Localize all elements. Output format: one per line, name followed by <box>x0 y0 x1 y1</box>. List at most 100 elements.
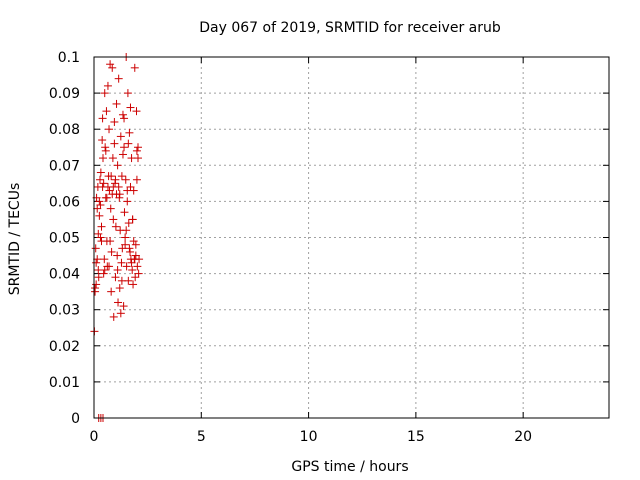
data-point <box>95 197 104 206</box>
y-tick-label: 0.09 <box>49 86 80 102</box>
data-point <box>98 114 107 123</box>
data-point <box>123 186 132 195</box>
data-point <box>96 201 105 210</box>
data-point <box>122 226 131 235</box>
data-point <box>98 136 107 145</box>
data-point <box>113 161 122 170</box>
data-point <box>123 197 132 206</box>
data-point <box>94 229 103 238</box>
data-point <box>117 172 126 181</box>
data-point <box>121 175 130 184</box>
data-point <box>93 204 102 213</box>
data-point <box>129 237 138 246</box>
data-point <box>124 219 133 228</box>
data-point <box>114 298 123 307</box>
data-point <box>96 233 105 242</box>
data-point <box>132 107 141 116</box>
data-point <box>109 312 118 321</box>
data-point <box>119 302 128 311</box>
data-point <box>118 150 127 159</box>
y-tick-label: 0 <box>71 411 80 427</box>
data-point <box>91 244 100 253</box>
data-point <box>99 154 108 163</box>
data-point <box>116 309 125 318</box>
data-point <box>117 258 126 267</box>
data-point <box>127 258 136 267</box>
data-point <box>100 255 109 264</box>
data-point <box>125 244 134 253</box>
data-point <box>112 99 121 108</box>
data-point <box>117 276 126 285</box>
data-point <box>105 125 114 134</box>
data-point <box>116 132 125 141</box>
y-tick-label: 0.07 <box>49 158 80 174</box>
data-point <box>111 175 120 184</box>
data-point <box>101 143 110 152</box>
data-point <box>100 89 109 98</box>
y-axis-label: SRMTID / TECUs <box>7 183 23 296</box>
data-point <box>128 215 137 224</box>
data-point <box>114 74 123 83</box>
data-point <box>129 280 138 289</box>
data-point <box>128 265 137 274</box>
data-point <box>94 265 103 274</box>
data-point <box>132 146 141 155</box>
y-tick-label: 0.03 <box>49 303 80 319</box>
data-point <box>111 222 120 231</box>
data-point <box>109 215 118 224</box>
y-tick-label: 0.02 <box>49 339 80 355</box>
data-point <box>111 273 120 282</box>
data-point <box>113 251 122 260</box>
x-tick-label: 15 <box>407 429 425 445</box>
data-point <box>110 139 119 148</box>
x-tick-label: 10 <box>300 429 318 445</box>
data-point <box>106 204 115 213</box>
data-point <box>107 172 116 181</box>
data-points <box>90 53 144 422</box>
data-point <box>132 175 141 184</box>
data-point <box>96 175 105 184</box>
data-point <box>131 240 140 249</box>
data-point <box>93 255 102 264</box>
data-point <box>109 182 118 191</box>
data-point <box>121 233 130 242</box>
data-point <box>92 258 101 267</box>
y-tick-label: 0.05 <box>49 231 80 247</box>
data-point <box>120 114 129 123</box>
y-tick-label: 0.04 <box>49 267 80 283</box>
data-point <box>121 240 130 249</box>
grid <box>94 57 609 418</box>
data-point <box>118 110 127 119</box>
data-point <box>107 287 116 296</box>
data-point <box>126 247 135 256</box>
data-point <box>97 222 106 231</box>
data-point <box>101 146 110 155</box>
data-point <box>108 154 117 163</box>
data-point <box>95 211 104 220</box>
x-tick-label: 20 <box>514 429 532 445</box>
data-point <box>130 255 139 264</box>
data-point <box>106 60 115 69</box>
data-point <box>115 190 124 199</box>
x-axis: 0 5 10 15 20 <box>90 57 532 445</box>
data-point <box>105 262 114 271</box>
data-point <box>123 89 132 98</box>
data-point <box>98 182 107 191</box>
data-point <box>131 251 140 260</box>
data-point <box>99 269 108 278</box>
data-point <box>91 287 100 296</box>
data-point <box>115 284 124 293</box>
data-point <box>113 265 122 274</box>
data-point <box>108 63 117 72</box>
data-point <box>110 117 119 126</box>
data-point <box>126 182 135 191</box>
y-tick-label: 0.1 <box>58 50 80 66</box>
chart-title: Day 067 of 2019, SRMTID for receiver aru… <box>199 20 501 36</box>
y-tick-label: 0.08 <box>49 122 80 138</box>
data-point <box>103 81 112 90</box>
data-point <box>120 143 129 152</box>
data-point <box>134 269 143 278</box>
y-tick-label: 0.01 <box>49 375 80 391</box>
data-point <box>96 168 105 177</box>
